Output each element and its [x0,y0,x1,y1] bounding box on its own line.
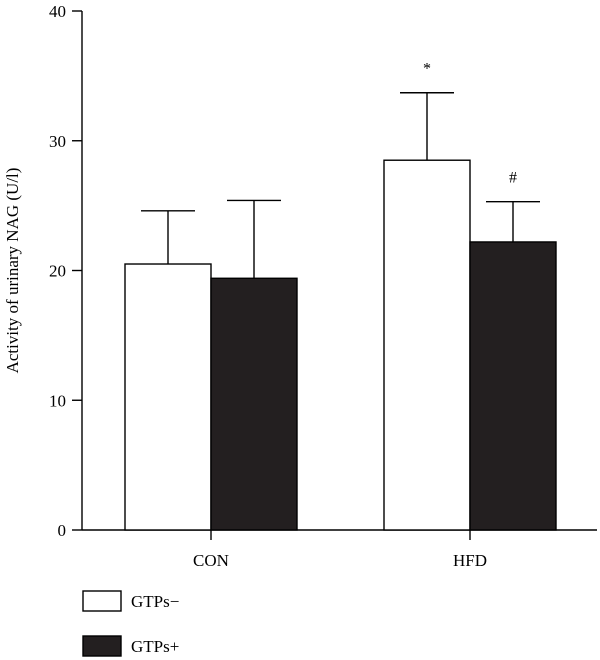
bar-hfd-gtps-minus [383,159,471,531]
bar-hfd-gtps-plus [469,241,557,531]
x-category-label: CON [193,551,229,570]
legend-swatch [82,590,122,612]
legend-swatch [82,635,122,657]
y-tick-label: 30 [49,132,66,151]
bar-con-gtps-plus [210,277,298,531]
y-tick-label: 20 [49,262,66,281]
x-category-labels: CON HFD [193,530,487,570]
y-tick-label: 10 [49,391,66,410]
legend-label: GTPs− [131,592,179,611]
y-tick-label: 0 [58,521,67,540]
significance-marker: * [423,61,431,78]
legend: GTPs− GTPs+ [82,590,179,657]
y-axis-label: Activity of urinary NAG (U/l) [3,168,22,374]
y-tick-label: 40 [49,2,66,21]
legend-label: GTPs+ [131,637,179,656]
x-category-label: HFD [453,551,487,570]
significance-marker: # [509,170,517,187]
y-ticks: 0 10 20 30 40 [49,2,82,540]
bars: *# [124,61,557,531]
bar-con-gtps-minus [124,263,212,531]
